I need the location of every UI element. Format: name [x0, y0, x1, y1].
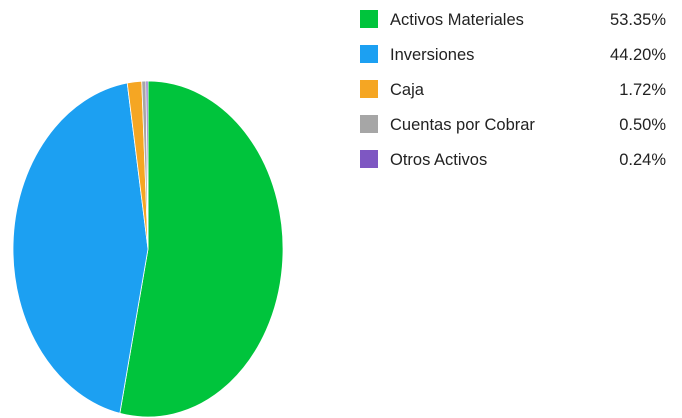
legend-item: Otros Activos 0.24% [360, 148, 670, 183]
legend-swatch [360, 150, 378, 168]
legend-value: 0.50% [619, 116, 666, 134]
legend-label: Activos Materiales [390, 11, 524, 29]
legend-value: 1.72% [619, 81, 666, 99]
legend-value: 44.20% [610, 46, 666, 64]
legend-value: 53.35% [610, 11, 666, 29]
pie-slice-activos-materiales [119, 80, 284, 418]
legend-item: Cuentas por Cobrar 0.50% [360, 113, 670, 148]
pie-plot [12, 80, 284, 418]
legend-label: Otros Activos [390, 151, 488, 169]
legend: Activos Materiales 53.35% Inversiones 44… [360, 8, 670, 183]
legend-label: Cuentas por Cobrar [390, 116, 535, 134]
legend-value: 0.24% [619, 151, 666, 169]
legend-item: Inversiones 44.20% [360, 43, 670, 78]
pie-slice-otros-activos [145, 80, 149, 250]
legend-swatch [360, 10, 378, 28]
legend-swatch [360, 115, 378, 133]
pie-slice-inversiones [12, 82, 149, 414]
legend-swatch [360, 45, 378, 63]
legend-label: Inversiones [390, 46, 475, 64]
legend-item: Activos Materiales 53.35% [360, 8, 670, 43]
legend-swatch [360, 80, 378, 98]
legend-item: Caja 1.72% [360, 78, 670, 113]
legend-label: Caja [390, 81, 424, 99]
